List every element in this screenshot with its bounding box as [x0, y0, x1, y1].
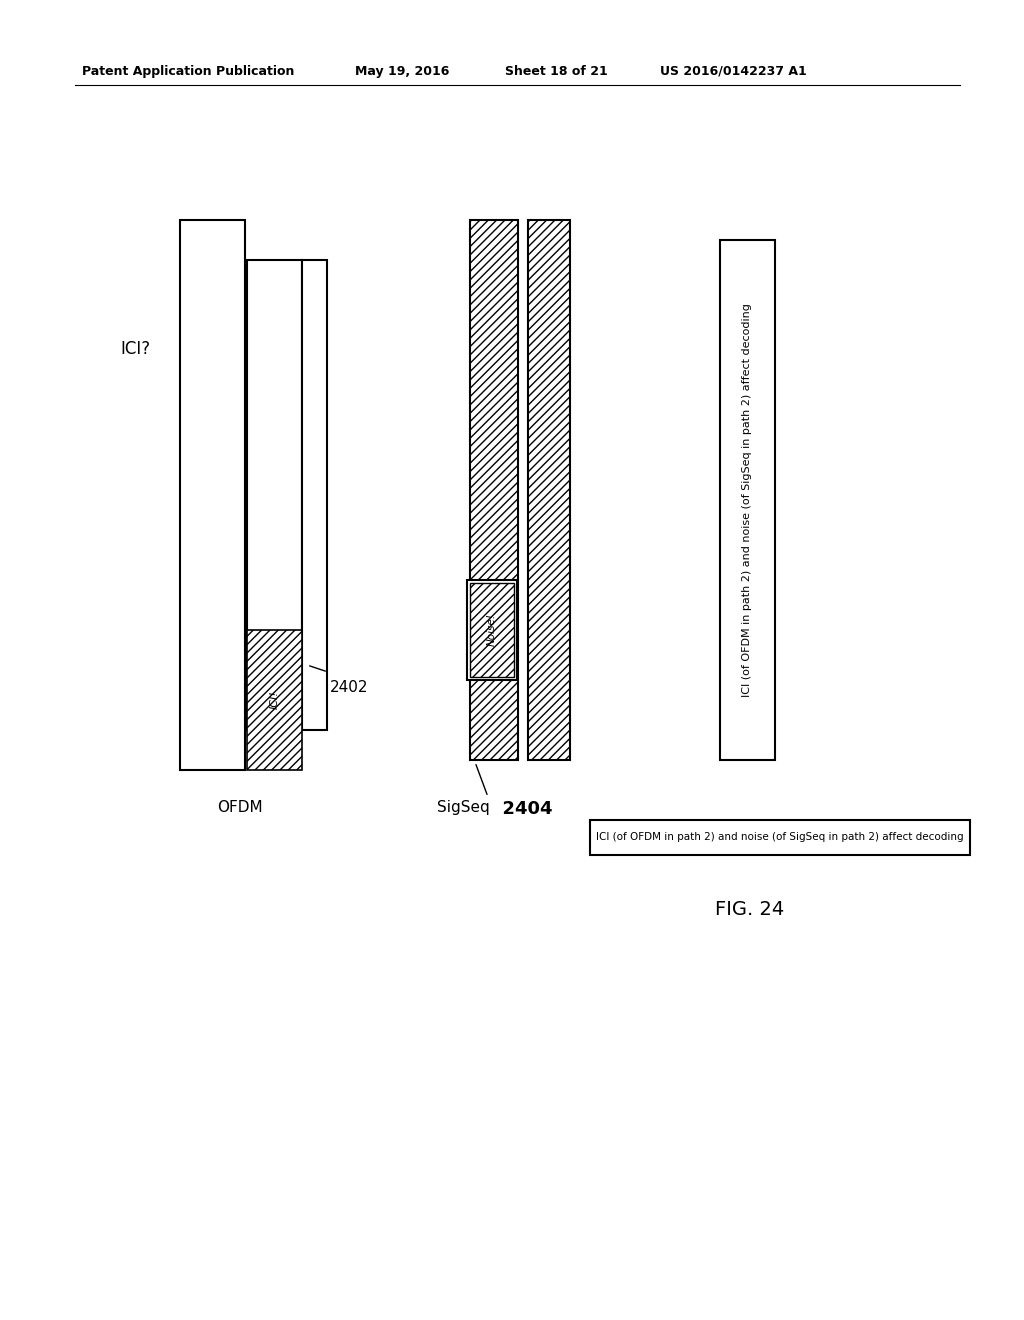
Bar: [302, 260, 327, 730]
Text: 2404: 2404: [490, 800, 553, 818]
Text: ICI (of OFDM in path 2) and noise (of SigSeq in path 2) affect decoding: ICI (of OFDM in path 2) and noise (of Si…: [742, 304, 753, 697]
Text: SigSeq: SigSeq: [437, 800, 490, 814]
Bar: [247, 630, 302, 770]
Text: ICI!: ICI!: [269, 690, 280, 709]
Bar: [720, 240, 775, 760]
Bar: [247, 260, 302, 730]
Bar: [470, 220, 518, 760]
Text: ICI?: ICI?: [120, 341, 151, 358]
Bar: [590, 820, 970, 855]
Bar: [470, 583, 514, 677]
Text: May 19, 2016: May 19, 2016: [355, 65, 450, 78]
Text: US 2016/0142237 A1: US 2016/0142237 A1: [660, 65, 807, 78]
Text: OFDM: OFDM: [217, 800, 263, 814]
Bar: [180, 220, 245, 770]
Text: ICI (of OFDM in path 2) and noise (of SigSeq in path 2) affect decoding: ICI (of OFDM in path 2) and noise (of Si…: [596, 833, 964, 842]
Bar: [467, 579, 517, 680]
Text: 2402: 2402: [330, 680, 369, 696]
Text: Patent Application Publication: Patent Application Publication: [82, 65, 294, 78]
Text: Noise!: Noise!: [487, 614, 497, 647]
Bar: [528, 220, 570, 760]
Text: FIG. 24: FIG. 24: [716, 900, 784, 919]
Text: Sheet 18 of 21: Sheet 18 of 21: [505, 65, 608, 78]
